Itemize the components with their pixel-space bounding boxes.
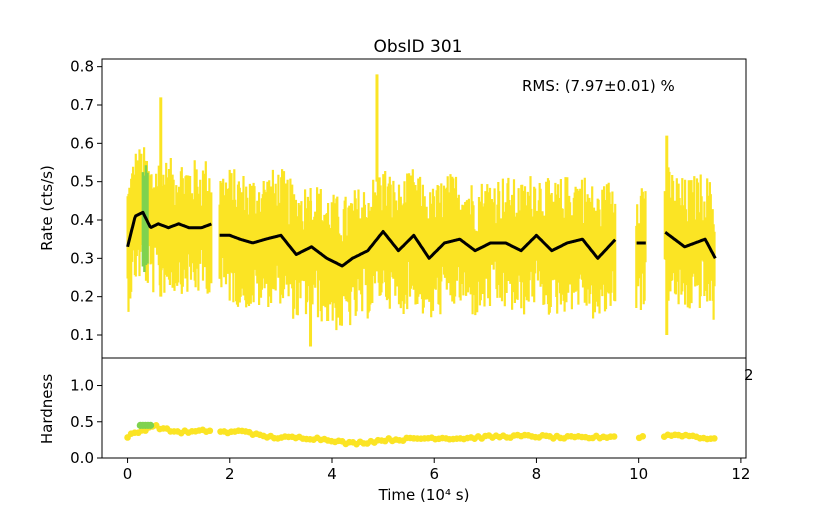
hardness-panel: 0.0 0.5 1.0 Hardness [38, 357, 747, 467]
x-tick-label: 4 [327, 465, 337, 483]
rate-y-axis: 0.1 0.2 0.3 0.4 0.5 0.6 0.7 0.8 [70, 58, 102, 344]
x-tick-label: 10 [629, 465, 648, 483]
hardness-point [711, 435, 718, 442]
rate-y-tick-label: 0.1 [70, 326, 94, 344]
x-tick-label: 6 [429, 465, 439, 483]
smoothed-rate-line [126, 210, 212, 248]
chart-title: ObsID 301 [374, 37, 463, 57]
x-axis-label: Time (10⁴ s) [378, 486, 470, 504]
rate-y-tick-label: 0.2 [70, 288, 94, 306]
x-tick-label: 8 [532, 465, 542, 483]
hardness-point [639, 432, 647, 440]
stray-tick-label: 2 [744, 366, 754, 384]
hardness-point [206, 427, 214, 435]
hardness-data-layer [124, 421, 718, 448]
x-tick-label: 2 [225, 465, 235, 483]
hardness-y-axis-label: Hardness [38, 374, 56, 444]
rate-y-tick-label: 0.8 [70, 58, 94, 76]
rate-y-tick-label: 0.6 [70, 134, 94, 152]
hardness-panel-frame [101, 357, 747, 459]
rms-annotation: RMS: (7.97±0.01) % [522, 77, 675, 95]
rate-y-tick-label: 0.4 [70, 211, 94, 229]
hardness-y-tick-label: 1.0 [70, 377, 94, 395]
x-axis: 0 2 4 6 8 10 12 [123, 458, 750, 483]
x-tick-label: 12 [731, 465, 750, 483]
hardness-highlight-point [146, 421, 155, 429]
hardness-y-axis: 0.0 0.5 1.0 [70, 377, 102, 467]
smoothed-rate-line [664, 231, 717, 259]
x-tick-label: 0 [123, 465, 133, 483]
rate-y-axis-label: Rate (cts/s) [38, 165, 56, 251]
raw-rate-bars [126, 147, 716, 331]
rate-data-layer [126, 74, 717, 347]
hardness-point [610, 433, 618, 440]
rate-y-tick-label: 0.5 [70, 173, 94, 191]
rate-panel: 0.1 0.2 0.3 0.4 0.5 0.6 0.7 0.8 Rate (cts/s) RM… [38, 58, 747, 359]
rate-y-tick-label: 0.3 [70, 249, 94, 267]
hardness-y-tick-label: 0.5 [70, 413, 94, 431]
hardness-y-tick-label: 0.0 [70, 449, 94, 467]
rate-y-tick-label: 0.7 [70, 96, 94, 114]
smoothed-rate-line [219, 230, 617, 268]
